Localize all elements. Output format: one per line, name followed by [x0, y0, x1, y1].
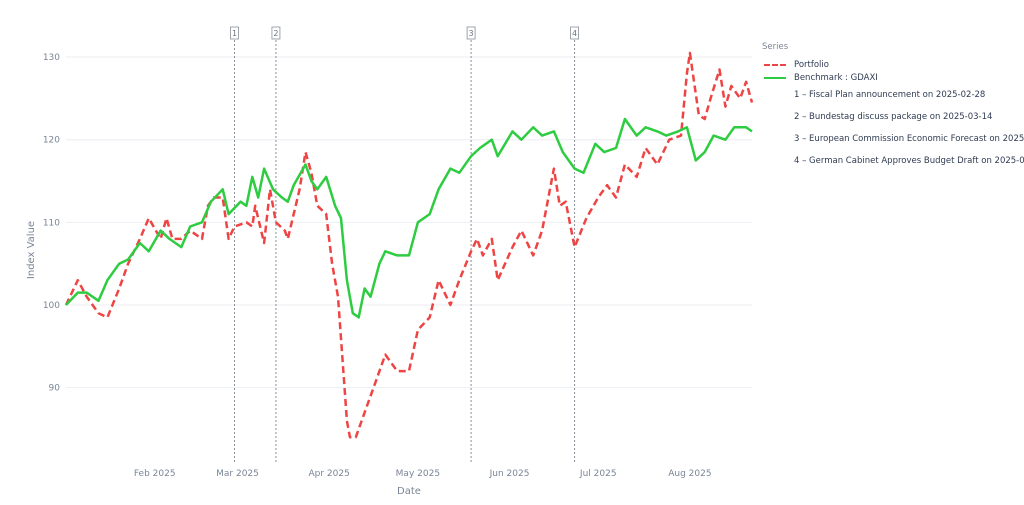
event-marker-box [271, 26, 281, 40]
legend-item-event-1[interactable]: 1 – Fiscal Plan announcement on 2025-02-… [762, 84, 1020, 106]
event-marker-box [466, 26, 476, 40]
x-axis-ticks: Feb 2025 Mar 2025 Apr 2025 May 2025 Jun 2025… [134, 469, 712, 479]
legend-label: 4 – German Cabinet Approves Budget Draft… [794, 156, 1024, 166]
legend-title: Series [762, 42, 789, 52]
event-marker-label: 4 [572, 29, 577, 38]
legend-label: 1 – Fiscal Plan announcement on 2025-02-… [794, 90, 986, 100]
y-axis-title: Index Value [26, 221, 37, 279]
series-lines [64, 51, 754, 439]
y-axis-ticks: 90 100 110 120 130 [43, 53, 60, 394]
legend-item-portfolio[interactable]: Portfolio [762, 58, 1020, 71]
event-marker-box [230, 26, 239, 40]
x-axis-title: Date [397, 486, 421, 497]
x-tick-label: Mar 2025 [216, 469, 259, 479]
x-tick-label: Jul 2025 [579, 469, 617, 479]
legend-label: Portfolio [794, 59, 829, 70]
y-tick-label: 100 [43, 301, 60, 311]
event-swatch [762, 155, 788, 167]
legend-label: 3 – European Commission Economic Forecas… [794, 134, 1024, 144]
legend-item-event-4[interactable]: 4 – German Cabinet Approves Budget Draft… [762, 150, 1024, 172]
portfolio-line [64, 51, 754, 439]
x-tick-label: Aug 2025 [668, 469, 711, 479]
event-marker-label: 1 [232, 29, 237, 38]
y-tick-label: 130 [43, 53, 60, 63]
event-swatch [762, 133, 788, 145]
x-tick-label: Apr 2025 [308, 469, 349, 479]
y-tick-label: 110 [43, 218, 60, 228]
portfolio-swatch [762, 59, 788, 71]
legend-item-event-3[interactable]: 3 – European Commission Economic Forecas… [762, 128, 1024, 150]
grid [66, 56, 752, 389]
y-tick-label: 120 [43, 136, 60, 146]
event-marker-box [570, 26, 579, 40]
x-tick-label: May 2025 [396, 469, 440, 479]
legend-item-event-2[interactable]: 2 – Bundestag discuss package on 2025-03… [762, 106, 1020, 128]
event-marker-label: 2 [273, 29, 278, 38]
x-tick-label: Jun 2025 [489, 469, 530, 479]
event-swatch [762, 89, 788, 101]
legend-label: Benchmark : GDAXI [794, 72, 878, 83]
legend-label: 2 – Bundestag discuss package on 2025-03… [794, 112, 993, 122]
y-tick-label: 90 [49, 384, 61, 394]
event-swatch [762, 111, 788, 123]
benchmark-line [65, 117, 753, 319]
x-tick-label: Feb 2025 [134, 469, 176, 479]
benchmark-swatch [762, 72, 788, 84]
event-markers: 1 2 3 4 [230, 26, 579, 462]
event-marker-label: 3 [469, 29, 474, 38]
legend: Series Portfolio Benchmark : GDAXI 1 – F… [762, 42, 1024, 172]
legend-item-benchmark[interactable]: Benchmark : GDAXI [762, 71, 1020, 84]
